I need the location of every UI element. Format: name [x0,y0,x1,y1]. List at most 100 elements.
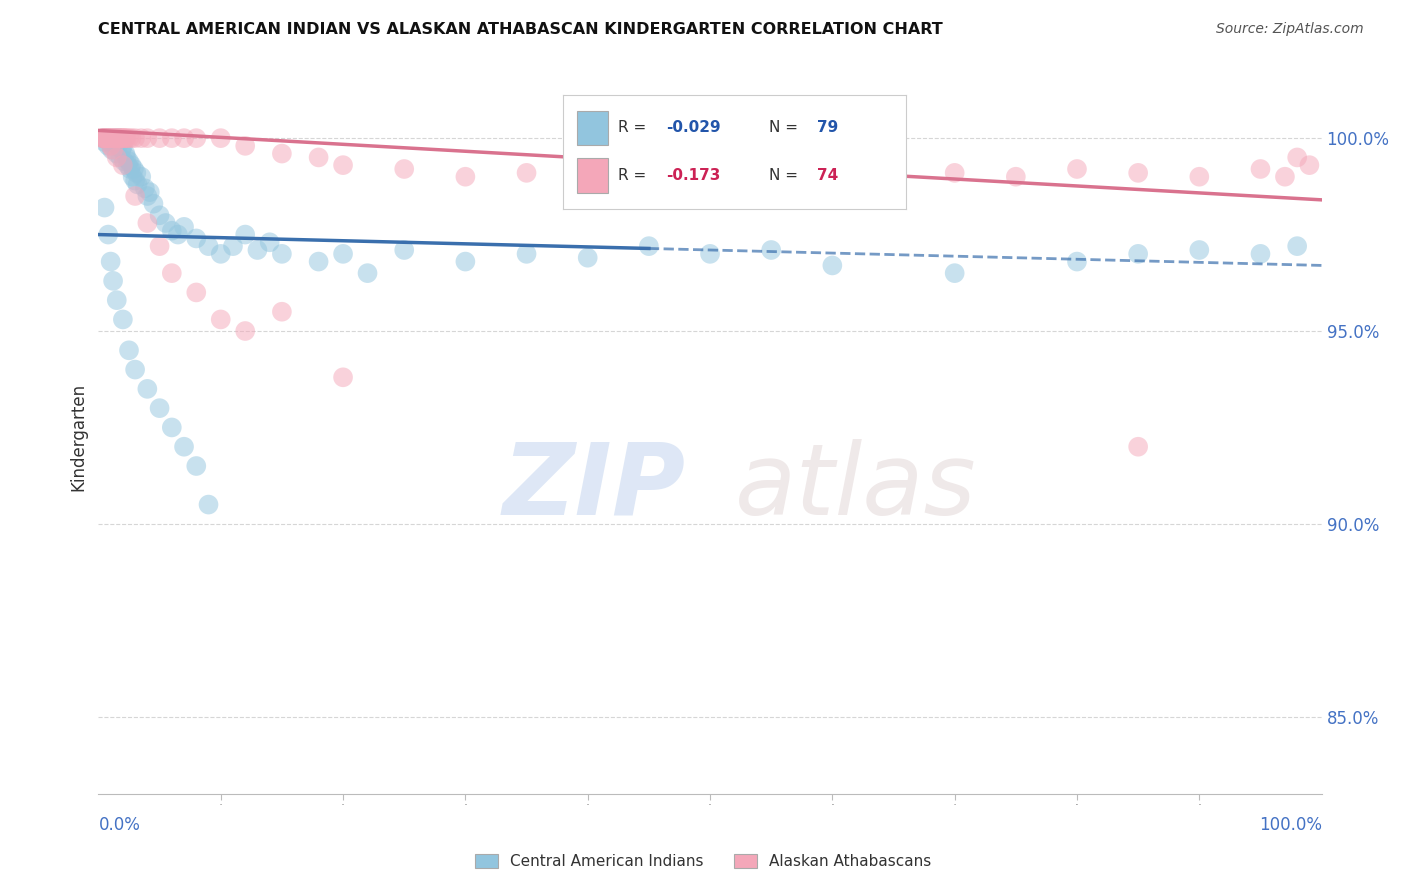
Point [104,131,127,145]
Point [943,266,966,280]
Point [160,266,183,280]
Point [93,135,115,149]
Legend: Central American Indians, Alaskan Athabascans: Central American Indians, Alaskan Athaba… [468,848,938,875]
Point [100,131,122,145]
Point [91,131,114,145]
Point [142,196,165,211]
Point [125,166,148,180]
Point [97,131,120,145]
Point [160,131,183,145]
Point [112,154,135,169]
Point [197,239,219,253]
Point [173,131,195,145]
Point [134,181,156,195]
Point [111,158,134,172]
Point [136,131,159,145]
Point [104,131,127,145]
Y-axis label: Kindergarten: Kindergarten [69,383,87,491]
Point [94,131,117,145]
Point [246,243,269,257]
Point [1066,254,1088,268]
Point [100,131,122,145]
Point [96,131,118,145]
Point [111,312,134,326]
Point [222,239,245,253]
Point [1274,169,1296,184]
Point [699,178,721,192]
Point [761,243,783,257]
Point [637,166,661,180]
Point [124,362,146,376]
Point [356,266,378,280]
Point [108,131,131,145]
Point [103,135,125,149]
Point [209,131,232,145]
Point [105,131,128,145]
Text: atlas: atlas [734,439,976,535]
Point [186,231,208,245]
Point [1004,169,1026,184]
Point [259,235,281,250]
Point [94,131,117,145]
Point [111,143,134,157]
Point [101,143,124,157]
Point [118,131,141,145]
Point [270,304,294,318]
Point [98,131,121,145]
Point [103,131,125,145]
Point [101,143,124,157]
Point [107,139,129,153]
Point [118,154,141,169]
Point [332,158,354,172]
Point [332,247,354,261]
Point [1250,247,1272,261]
Point [1298,158,1320,172]
Point [97,139,120,153]
Point [100,139,122,153]
Point [110,150,132,164]
Point [209,312,232,326]
Point [91,131,114,145]
Point [392,243,416,257]
Point [100,254,122,268]
Point [136,189,159,203]
Point [117,158,139,172]
Point [233,139,256,153]
Point [93,201,115,215]
Point [120,131,142,145]
Point [124,131,146,145]
Point [1286,239,1309,253]
Point [111,131,134,145]
Point [173,219,195,234]
Point [149,208,172,222]
Point [186,131,208,145]
Point [392,161,416,176]
Point [308,254,330,268]
Point [136,216,159,230]
Point [1128,166,1150,180]
Point [1250,161,1272,176]
Point [149,131,172,145]
Text: Source: ZipAtlas.com: Source: ZipAtlas.com [1216,22,1364,37]
Point [233,324,256,338]
Point [97,227,120,242]
Point [883,169,905,184]
Point [308,150,330,164]
Text: ZIP: ZIP [502,439,686,535]
Point [91,131,114,145]
Point [186,285,208,300]
Point [454,169,477,184]
Point [129,169,152,184]
Point [121,169,143,184]
Point [761,169,783,184]
Point [97,131,120,145]
Point [105,146,128,161]
Point [454,254,477,268]
Point [91,131,114,145]
Point [270,146,294,161]
Point [209,247,232,261]
Point [149,239,172,253]
Point [115,150,138,164]
Point [186,458,208,473]
Text: CENTRAL AMERICAN INDIAN VS ALASKAN ATHABASCAN KINDERGARTEN CORRELATION CHART: CENTRAL AMERICAN INDIAN VS ALASKAN ATHAB… [98,22,943,37]
